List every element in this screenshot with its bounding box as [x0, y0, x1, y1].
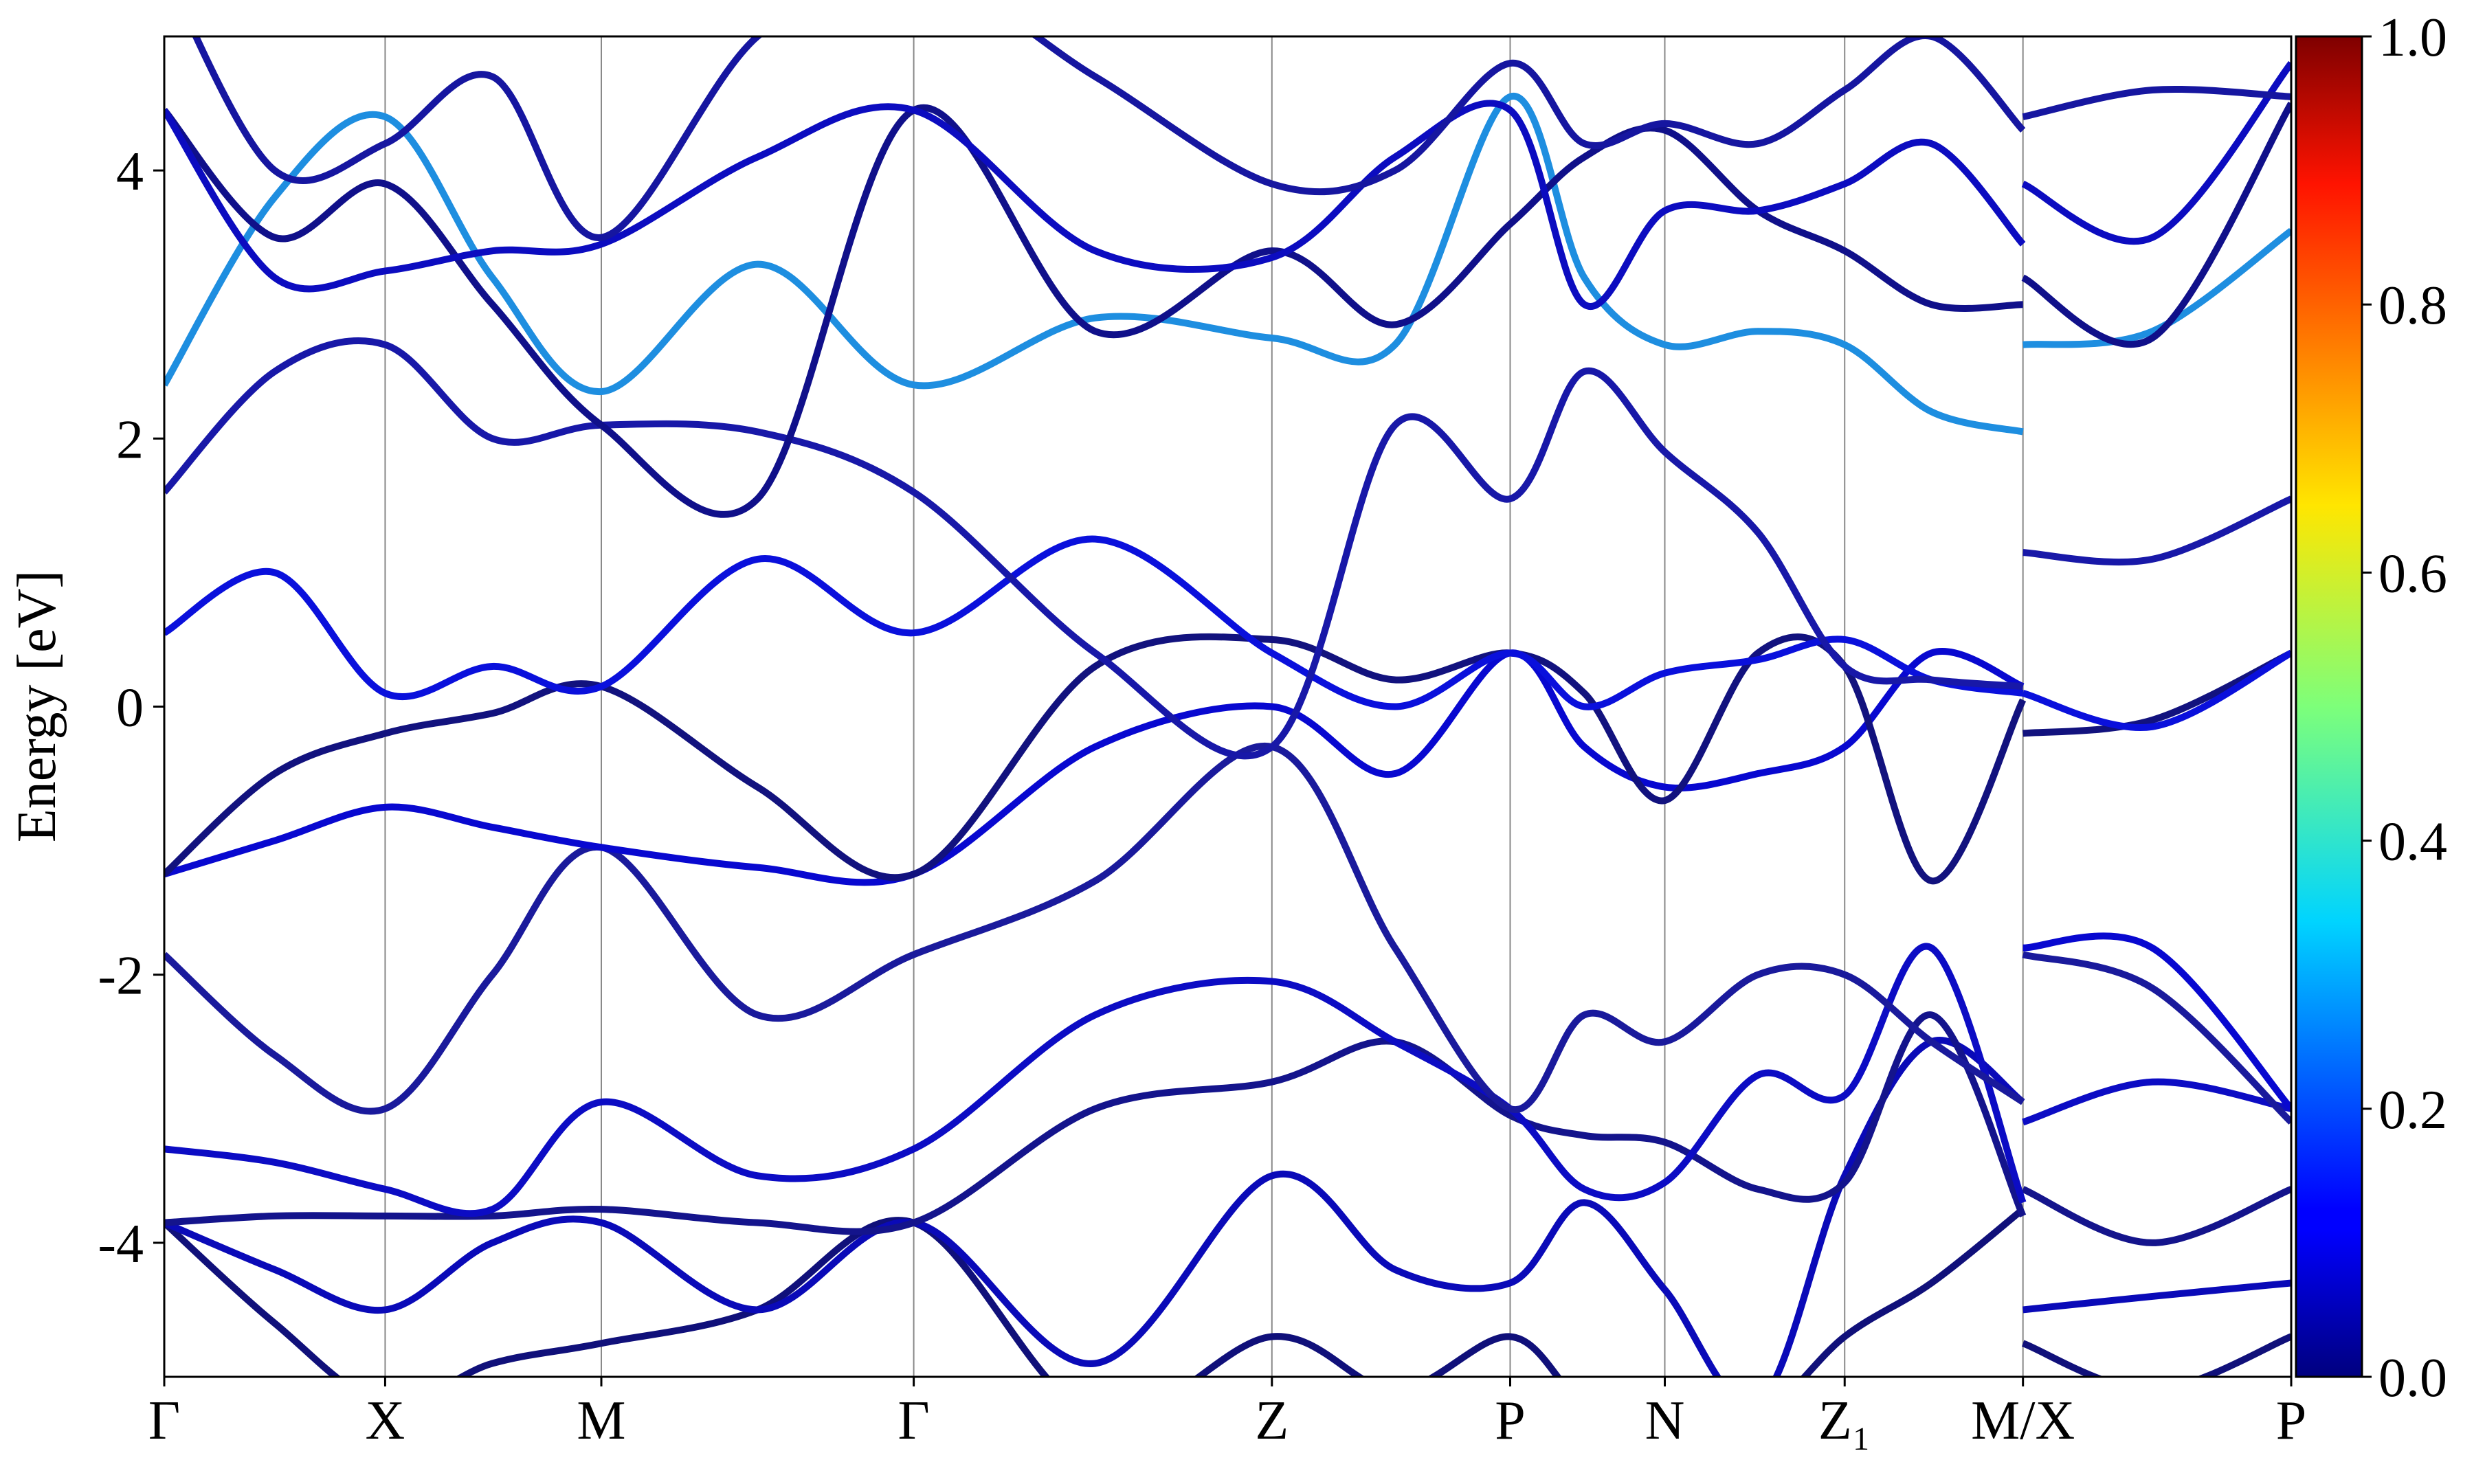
band-line: [164, 1011, 2291, 1246]
colorbar: [2295, 35, 2363, 1378]
x-tick-label: Γ: [148, 1391, 180, 1451]
bands: [164, 36, 2291, 1377]
band-line: [164, 93, 2291, 436]
y-axis-label: Energy [eV]: [7, 570, 67, 842]
x-tick-label: P: [1495, 1391, 1526, 1451]
colorbar-tick-label: 0.4: [2378, 812, 2447, 873]
colorbar-tick-label: 0.2: [2378, 1080, 2447, 1140]
band-line: [164, 535, 2291, 731]
x-tick-label: Z₁: [1818, 1391, 1871, 1451]
colorbar-tick-label: 0.0: [2378, 1348, 2447, 1408]
plot-frame: [163, 35, 2293, 1378]
x-tick-label: P: [2276, 1391, 2307, 1451]
band-line: [164, 648, 2291, 1112]
y-tick-label: 4: [116, 142, 144, 202]
x-tick-label: N: [1645, 1391, 1685, 1451]
colorbar-tick-label: 0.8: [2378, 276, 2447, 336]
band-line: [164, 102, 2291, 518]
y-tick-label: 2: [116, 409, 144, 470]
x-tick-label: M: [577, 1391, 625, 1451]
band-line: [164, 943, 2291, 1217]
band-line: [164, 742, 2291, 1125]
x-tick-label: M/X: [1971, 1391, 2075, 1451]
band-line: [164, 60, 2291, 310]
band-line: [192, 36, 2291, 241]
x-tick-label: Z: [1255, 1391, 1289, 1451]
y-tick-label: -4: [98, 1214, 144, 1274]
y-tick-label: 0: [116, 678, 144, 739]
band-line: [164, 337, 2291, 760]
colorbar-tick-label: 0.6: [2378, 543, 2447, 604]
x-tick-label: Γ: [898, 1391, 929, 1451]
band-line: [164, 1037, 2291, 1377]
band-line: [164, 1206, 2291, 1377]
y-tick-label: -2: [98, 946, 144, 1007]
x-tick-label: X: [366, 1391, 405, 1451]
colorbar-tick-label: 1.0: [2378, 8, 2447, 68]
